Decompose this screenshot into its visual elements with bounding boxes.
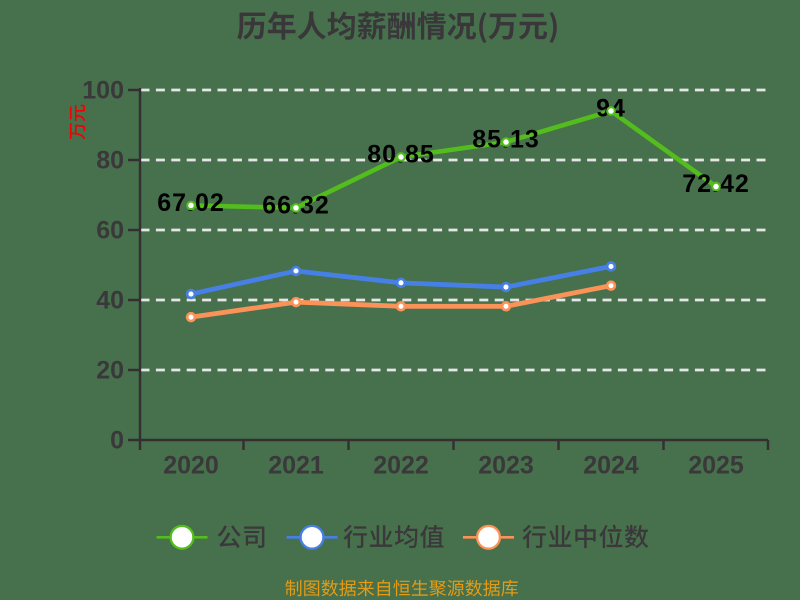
svg-text:2023: 2023 [478,452,534,480]
svg-text:2025: 2025 [688,452,744,480]
svg-text:2024: 2024 [583,452,639,480]
svg-text:80: 80 [96,147,124,175]
svg-text:20: 20 [96,357,124,385]
svg-text:0: 0 [110,427,124,455]
svg-text:2021: 2021 [268,452,324,480]
svg-text:2022: 2022 [373,452,429,480]
svg-text:2020: 2020 [163,452,219,480]
svg-text:40: 40 [96,287,124,315]
svg-text:100: 100 [82,77,124,105]
svg-text:60: 60 [96,217,124,245]
